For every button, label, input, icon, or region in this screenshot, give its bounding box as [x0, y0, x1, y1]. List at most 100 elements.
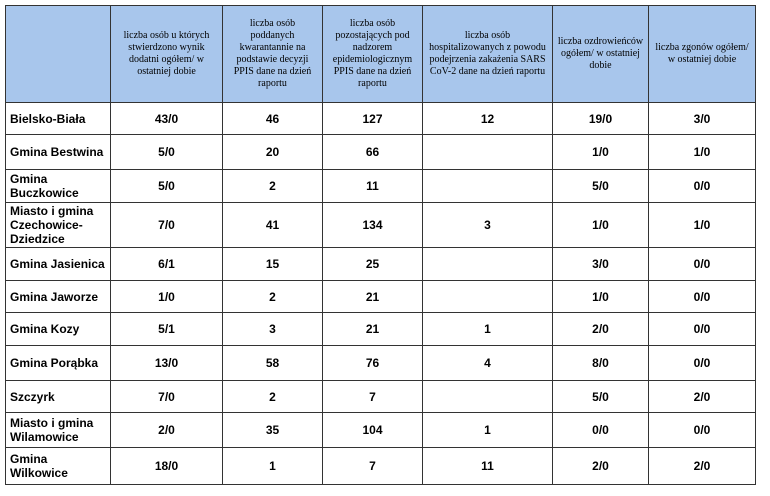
- cell: 3/0: [552, 247, 649, 281]
- cell: 5/0: [110, 134, 223, 170]
- cell: 0/0: [648, 345, 756, 381]
- row-name: Gmina Kozy: [5, 312, 111, 346]
- cell: 7: [322, 447, 423, 485]
- column-header: liczba zgonów ogółem/ w ostatniej dobie: [648, 5, 756, 103]
- table-row: Gmina Wilkowice 18/0 1 7 11 2/0 2/0: [5, 447, 756, 485]
- cell: 1: [222, 447, 323, 485]
- cell: 2: [222, 280, 323, 313]
- cell: 58: [222, 345, 323, 381]
- cell: 2/0: [552, 312, 649, 346]
- table-row: Szczyrk 7/0 2 7 5/0 2/0: [5, 380, 756, 413]
- cell: 7: [322, 380, 423, 413]
- cell: 2/0: [648, 447, 756, 485]
- row-name: Gmina Porąbka: [5, 345, 111, 381]
- cell: 15: [222, 247, 323, 281]
- cell: 2/0: [552, 447, 649, 485]
- cell: [422, 134, 553, 170]
- table-body: Bielsko-Biała 43/0 46 127 12 19/0 3/0 Gmina Bes…: [5, 102, 756, 485]
- column-header: liczba osób poddanych kwarantannie na po…: [222, 5, 323, 103]
- cell: 5/0: [552, 380, 649, 413]
- column-header: liczba osób hospitalizowanych z powodu p…: [422, 5, 553, 103]
- cell: 3: [422, 202, 553, 248]
- cell: 2/0: [110, 412, 223, 448]
- cell: 4: [422, 345, 553, 381]
- cell: 25: [322, 247, 423, 281]
- cell: 76: [322, 345, 423, 381]
- cell: 8/0: [552, 345, 649, 381]
- cell: 12: [422, 102, 553, 135]
- cell: 7/0: [110, 380, 223, 413]
- cell: 1: [422, 312, 553, 346]
- table-row: Gmina Jasienica 6/1 15 25 3/0 0/0: [5, 247, 756, 281]
- cell: 35: [222, 412, 323, 448]
- cell: 66: [322, 134, 423, 170]
- cell: 18/0: [110, 447, 223, 485]
- cell: 21: [322, 280, 423, 313]
- cell: 11: [422, 447, 553, 485]
- table-row: Miasto i gmina Czechowice-Dziedzice 7/0 41…: [5, 202, 756, 248]
- cell: 20: [222, 134, 323, 170]
- cell: 1/0: [552, 202, 649, 248]
- cell: 0/0: [648, 247, 756, 281]
- cell: 43/0: [110, 102, 223, 135]
- cell: 1/0: [648, 202, 756, 248]
- column-header: liczba osób u których stwierdzono wynik …: [110, 5, 223, 103]
- cell: 3: [222, 312, 323, 346]
- table-row: Miasto i gmina Wilamowice 2/0 35 104 1 0/0 0/0: [5, 412, 756, 448]
- table-row: Gmina Buczkowice 5/0 2 11 5/0 0/0: [5, 169, 756, 203]
- cell: 1/0: [552, 134, 649, 170]
- cell: 6/1: [110, 247, 223, 281]
- cell: 5/0: [552, 169, 649, 203]
- row-name: Gmina Wilkowice: [5, 447, 111, 485]
- cell: 0/0: [648, 412, 756, 448]
- column-header: liczba ozdrowieńców ogółem/ w ostatniej …: [552, 5, 649, 103]
- cell: 1/0: [110, 280, 223, 313]
- table-row: Gmina Kozy 5/1 3 21 1 2/0 0/0: [5, 312, 756, 346]
- column-header: liczba osób pozostających pod nadzorem e…: [322, 5, 423, 103]
- table-container: liczba osób u których stwierdzono wynik …: [5, 5, 756, 485]
- table-row: Bielsko-Biała 43/0 46 127 12 19/0 3/0: [5, 102, 756, 135]
- row-name: Gmina Bestwina: [5, 134, 111, 170]
- cell: 5/0: [110, 169, 223, 203]
- cell: 46: [222, 102, 323, 135]
- cell: [422, 380, 553, 413]
- header-corner: [5, 5, 111, 103]
- cell: 134: [322, 202, 423, 248]
- cell: [422, 247, 553, 281]
- row-name: Gmina Buczkowice: [5, 169, 111, 203]
- row-name: Miasto i gmina Czechowice-Dziedzice: [5, 202, 111, 248]
- cell: [422, 280, 553, 313]
- cell: 1/0: [552, 280, 649, 313]
- cell: 2: [222, 380, 323, 413]
- row-name: Miasto i gmina Wilamowice: [5, 412, 111, 448]
- cell: [422, 169, 553, 203]
- cell: 7/0: [110, 202, 223, 248]
- header-row: liczba osób u których stwierdzono wynik …: [5, 5, 756, 103]
- row-name: Bielsko-Biała: [5, 102, 111, 135]
- cell: 13/0: [110, 345, 223, 381]
- cell: 1/0: [648, 134, 756, 170]
- cell: 41: [222, 202, 323, 248]
- cell: 2: [222, 169, 323, 203]
- cell: 11: [322, 169, 423, 203]
- cell: 19/0: [552, 102, 649, 135]
- row-name: Gmina Jaworze: [5, 280, 111, 313]
- data-table: liczba osób u których stwierdzono wynik …: [5, 5, 756, 485]
- cell: 2/0: [648, 380, 756, 413]
- cell: 1: [422, 412, 553, 448]
- cell: 3/0: [648, 102, 756, 135]
- cell: 0/0: [648, 169, 756, 203]
- cell: 5/1: [110, 312, 223, 346]
- row-name: Gmina Jasienica: [5, 247, 111, 281]
- cell: 104: [322, 412, 423, 448]
- cell: 0/0: [648, 312, 756, 346]
- cell: 127: [322, 102, 423, 135]
- row-name: Szczyrk: [5, 380, 111, 413]
- table-row: Gmina Jaworze 1/0 2 21 1/0 0/0: [5, 280, 756, 313]
- table-row: Gmina Porąbka 13/0 58 76 4 8/0 0/0: [5, 345, 756, 381]
- cell: 0/0: [552, 412, 649, 448]
- cell: 0/0: [648, 280, 756, 313]
- cell: 21: [322, 312, 423, 346]
- table-row: Gmina Bestwina 5/0 20 66 1/0 1/0: [5, 134, 756, 170]
